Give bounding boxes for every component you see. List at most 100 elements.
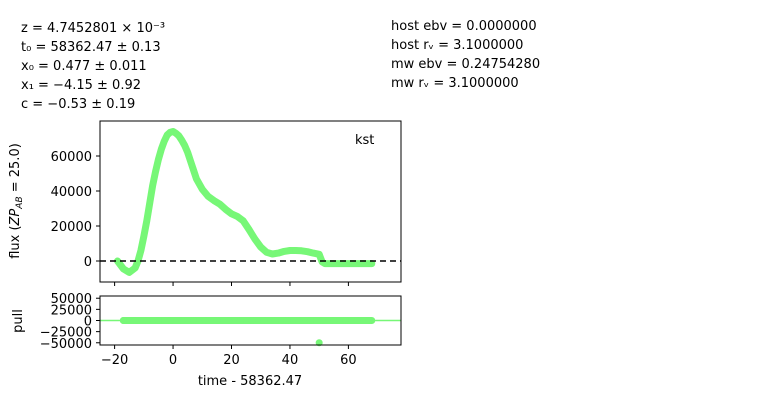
pull-point (283, 317, 291, 324)
pull-point (143, 317, 151, 324)
param-t0: t₀ = 58362.47 ± 0.13 (21, 40, 161, 55)
flux-point (240, 217, 247, 224)
pull-ytick-label: 50000 (51, 292, 92, 307)
pull-axes-frame (99, 295, 402, 346)
pull-point (330, 317, 338, 324)
pull-data-layer (100, 317, 401, 347)
flux-point (211, 197, 217, 204)
flux-point (368, 260, 375, 267)
flux-point (137, 247, 144, 254)
flux-point (193, 175, 200, 182)
flux-point (114, 258, 121, 264)
pull-xtick-label: 0 (169, 353, 177, 368)
pull-point (236, 317, 244, 324)
flux-point (298, 247, 305, 254)
pull-point (306, 317, 314, 324)
flux-point (222, 206, 229, 213)
flux-point (135, 258, 141, 264)
flux-point (161, 138, 168, 145)
param-mw-ebv: mw ebv = 0.24754280 (391, 57, 541, 72)
flux-point (281, 248, 288, 255)
pull-ytick-label: 0 (84, 315, 92, 330)
param-x0: x₀ = 0.477 ± 0.011 (21, 59, 147, 74)
flux-point (120, 265, 127, 272)
flux-point (132, 265, 139, 271)
flux-point (175, 132, 182, 139)
flux-point (251, 236, 258, 243)
flux-point (126, 269, 133, 276)
pull-point (131, 317, 139, 324)
flux-point (187, 158, 194, 165)
pull-ylabel: pull (11, 309, 26, 333)
flux-point (234, 213, 241, 220)
flux-point (158, 146, 165, 152)
flux-point (199, 186, 206, 193)
pull-point (178, 317, 186, 324)
flux-point (257, 244, 264, 250)
flux-ytick-label: 60000 (51, 150, 92, 165)
flux-point (216, 201, 223, 208)
pull-ytick-label: 25000 (51, 303, 92, 318)
band-label: kst (355, 133, 374, 148)
pull-point (201, 317, 209, 324)
pull-point (318, 317, 326, 324)
pull-xtick-label: −20 (101, 353, 128, 368)
flux-point (152, 168, 159, 175)
pull-point (365, 317, 373, 324)
pull-point (213, 317, 221, 324)
pull-point (190, 317, 197, 324)
pull-point (166, 317, 174, 324)
flux-ytick-label: 40000 (51, 185, 92, 200)
flux-point (316, 251, 323, 258)
flux-point (184, 149, 191, 156)
param-x1: x₁ = −4.15 ± 0.92 (21, 78, 142, 93)
flux-ytick-label: 20000 (51, 220, 92, 235)
pull-point (260, 317, 268, 324)
pull-ytick-label: −25000 (40, 326, 92, 341)
flux-ticks: 0 20000 40000 60000 (51, 150, 349, 286)
pull-point (342, 317, 349, 324)
pull-point (295, 317, 303, 324)
extinction-parameters: host ebv = 0.0000000 host rᵥ = 3.1000000… (391, 17, 540, 93)
flux-point (143, 217, 150, 224)
flux-ytick-label: 0 (84, 255, 92, 270)
flux-point (292, 247, 299, 254)
param-c: c = −0.53 ± 0.19 (21, 97, 136, 112)
pull-xtick-label: 40 (282, 353, 299, 368)
param-z: z = 4.7452801 × 10⁻³ (21, 21, 166, 36)
flux-point (149, 182, 156, 189)
pull-point (154, 317, 162, 324)
flux-point (322, 260, 328, 267)
param-mw-rv: mw rᵥ = 3.1000000 (391, 76, 519, 91)
flux-point (155, 156, 162, 163)
param-host-ebv: host ebv = 0.0000000 (391, 19, 537, 34)
flux-point (228, 210, 235, 217)
pull-point (353, 317, 361, 324)
pull-xtick-label: 60 (340, 353, 357, 368)
flux-data-layer (100, 128, 401, 276)
flux-point (275, 250, 282, 257)
flux-point (146, 200, 153, 207)
fit-parameters: z = 4.7452801 × 10⁻³ t₀ = 58362.47 ± 0.1… (21, 19, 165, 114)
model-lightcurve (114, 128, 376, 276)
pull-ytick-label: −50000 (40, 337, 92, 352)
flux-point (263, 249, 270, 256)
flux-point (310, 250, 317, 257)
flux-point (287, 247, 293, 254)
flux-point (190, 167, 197, 173)
flux-panel: 0 20000 40000 60000 kst flux (ZPAB = 25.0) (8, 120, 402, 286)
flux-axes-frame (99, 120, 402, 283)
pull-xtick-label: 20 (223, 353, 240, 368)
flux-point (333, 260, 340, 267)
flux-point (140, 233, 147, 240)
time-xlabel: time - 58362.47 (198, 374, 302, 389)
pull-point (225, 317, 233, 324)
flux-point (345, 260, 352, 267)
flux-point (178, 137, 185, 144)
flux-point (304, 248, 311, 255)
flux-ylabel: flux (ZPAB = 25.0) (8, 143, 25, 259)
flux-point (357, 260, 364, 267)
